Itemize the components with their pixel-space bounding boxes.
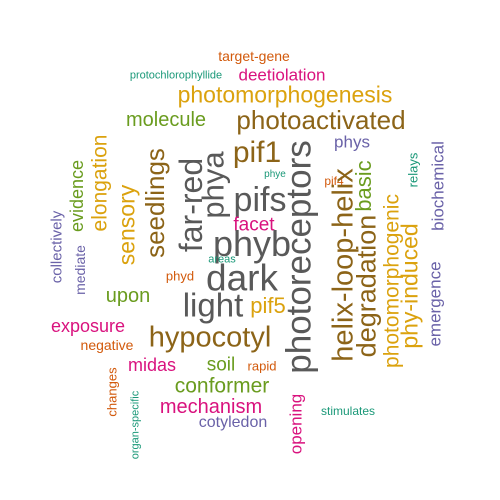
word-photomorphogenesis: photomorphogenesis — [177, 81, 393, 108]
word-biochemical: biochemical — [428, 141, 448, 231]
word-cotyledon: cotyledon — [198, 414, 268, 431]
word-emergence: emergence — [425, 261, 445, 347]
word-phya: phya — [195, 151, 231, 219]
word-phy-induced: phy-induced — [396, 223, 423, 349]
word-changes: changes — [104, 367, 120, 417]
word-opening: opening — [286, 393, 306, 455]
word-midas: midas — [127, 355, 177, 375]
word-seedlings: seedlings — [140, 148, 170, 258]
word-collectively: collectively — [48, 210, 66, 284]
word-organ-specific: organ-specific — [129, 390, 142, 460]
word-rapid: rapid — [247, 358, 277, 374]
word-upon: upon — [105, 285, 151, 307]
word-degradation: degradation — [351, 214, 382, 358]
word-phye: phye — [264, 169, 286, 180]
word-negative: negative — [80, 337, 134, 353]
word-stimulates: stimulates — [320, 404, 376, 418]
word-light: light — [182, 286, 244, 324]
word-soil: soil — [206, 354, 236, 376]
word-hypocotyl: hypocotyl — [148, 321, 272, 354]
word-phys: phys — [334, 132, 370, 152]
word-facet: facet — [233, 214, 275, 236]
word-basic: basic — [351, 160, 376, 212]
word-protochlorophyllide: protochlorophyllide — [129, 69, 223, 82]
word-photoreceptors: photoreceptors — [279, 140, 319, 374]
word-target-gene: target-gene — [218, 48, 290, 64]
word-mediate: mediate — [72, 245, 88, 295]
word-conformer: conformer — [174, 374, 270, 398]
word-areas: areas — [208, 253, 236, 266]
word-relays: relays — [405, 152, 421, 188]
word-elongation: elongation — [88, 134, 112, 232]
word-mechanism: mechanism — [159, 396, 263, 418]
word-pif4: pif4 — [324, 174, 344, 188]
word-pifs: pifs — [233, 181, 287, 219]
word-sensory: sensory — [113, 184, 140, 266]
word-pif1: pif1 — [232, 136, 282, 169]
word-photoactivated: photoactivated — [236, 105, 406, 135]
word-exposure: exposure — [50, 316, 126, 336]
word-dark: dark — [206, 257, 278, 299]
word-phyb: phyb — [212, 223, 292, 264]
word-pif5: pif5 — [250, 293, 286, 318]
word-deetiolation: deetiolation — [238, 65, 326, 85]
word-evidence: evidence — [67, 159, 87, 233]
word-molecule: molecule — [125, 109, 207, 131]
word-phyd: phyd — [165, 268, 195, 284]
